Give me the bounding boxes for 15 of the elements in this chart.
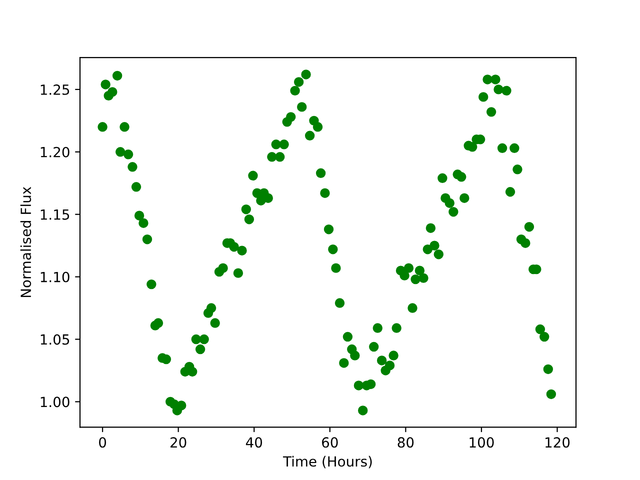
y-axis-title: Normalised Flux [20,186,32,298]
y-tick-label: 1.15 [40,210,70,220]
x-tick-label: 100 [470,437,494,448]
y-tick-label: 1.10 [40,272,70,282]
y-tick-label: 1.00 [40,396,70,408]
y-tick-label: 1.25 [40,84,70,95]
x-tick-label: 20 [170,437,186,448]
x-tick-label: 40 [246,437,262,448]
x-tick-label: 120 [546,437,570,448]
y-tick-label: 1.05 [40,334,70,345]
x-axis-title: Time (Hours) [282,456,372,468]
x-tick-label: 80 [398,437,414,448]
y-tick-label: 1.20 [40,146,70,158]
x-tick-label: 0 [99,437,106,448]
x-tick-label: 60 [322,437,338,448]
